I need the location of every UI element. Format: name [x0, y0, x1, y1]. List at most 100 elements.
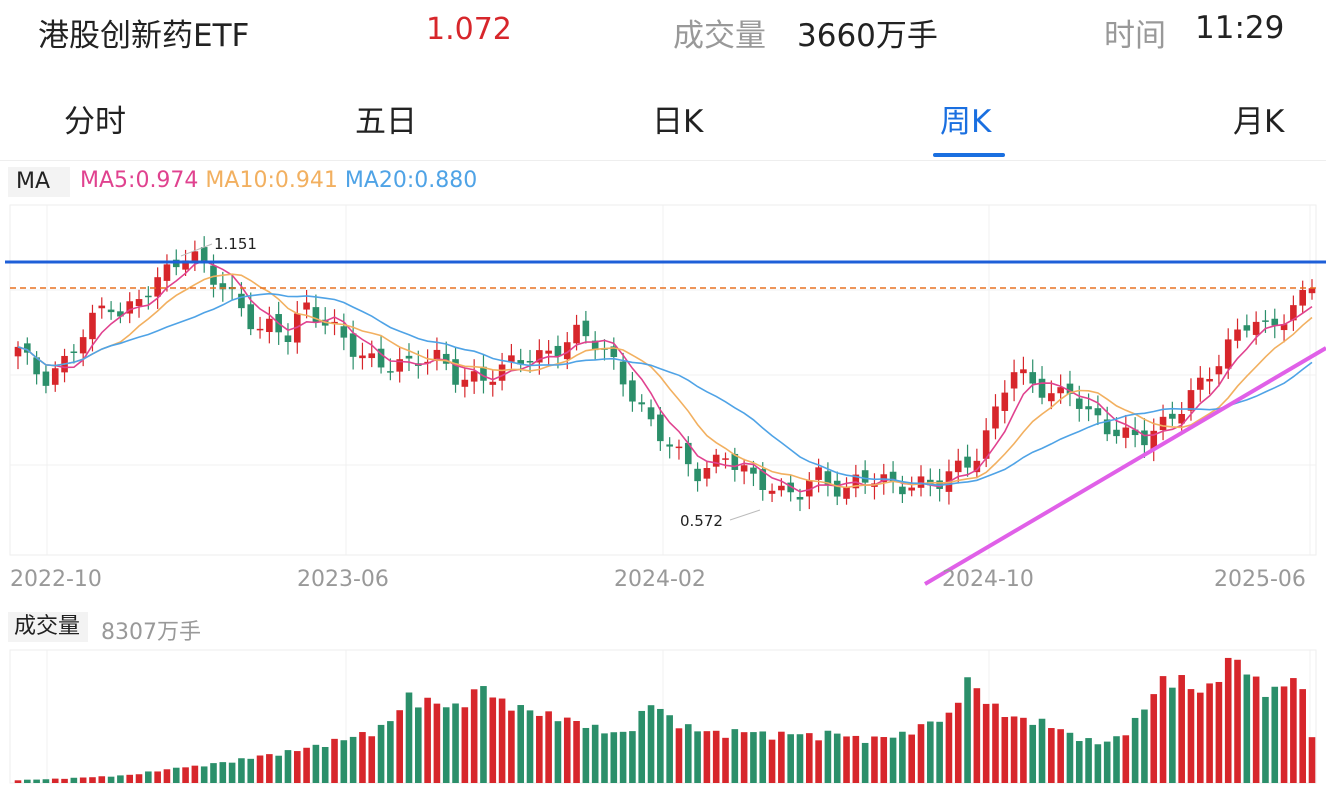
volume-bar [815, 740, 822, 783]
candle-body [359, 355, 366, 359]
volume-bar [871, 736, 878, 783]
candle-body [1206, 378, 1213, 382]
tab-monthly-k[interactable]: 月K [1233, 104, 1285, 140]
volume-bar [377, 724, 385, 783]
candle-body [973, 460, 981, 473]
volume-bar [1150, 694, 1158, 783]
volume-bar [424, 697, 431, 783]
volume-bar [703, 731, 711, 783]
candle-body [712, 454, 720, 467]
candle-body [79, 337, 87, 354]
candle-body [843, 486, 850, 499]
candle-body [1299, 289, 1306, 306]
volume-bar [1308, 737, 1316, 783]
levels [5, 260, 1326, 586]
candle-body [387, 371, 394, 373]
tab-five-day[interactable]: 五日 [355, 104, 417, 140]
volume-bar [405, 692, 413, 783]
volume-label: 成交量 [673, 18, 766, 54]
volume-bar [145, 771, 152, 783]
volume-bar [954, 702, 962, 783]
candle-body [247, 304, 255, 330]
candle-body [666, 444, 673, 447]
volume-bar [610, 732, 618, 783]
volume-bar [880, 737, 888, 783]
candle-body [1169, 413, 1176, 419]
volume-bar [750, 732, 757, 783]
candle-body [349, 333, 357, 357]
candle-body [210, 265, 217, 285]
volume-bar [536, 715, 543, 783]
candle-body [992, 406, 999, 429]
candle-body [117, 311, 124, 317]
volume-bar [1252, 676, 1260, 783]
candle-body [1010, 372, 1018, 389]
volume-bar [982, 703, 990, 783]
volume-bar [666, 715, 673, 783]
volume-bar [824, 730, 832, 783]
high-annotation-leader [180, 243, 213, 257]
volume-bar [359, 732, 366, 783]
tab-daily-k[interactable]: 日K [652, 104, 704, 140]
candle-body [163, 264, 171, 281]
candles [14, 236, 1316, 512]
volume-bar [154, 771, 161, 783]
volume-bar [275, 755, 282, 783]
candle-body [833, 480, 841, 497]
high-annotation: 1.151 [214, 235, 257, 253]
candle-body [1243, 325, 1251, 331]
volume-bar [1234, 659, 1241, 783]
volume-bar [563, 717, 571, 783]
volume-bar [312, 744, 320, 783]
volume-bar [452, 703, 459, 783]
candle-body [1103, 419, 1111, 435]
candle-body [982, 430, 990, 459]
candle-body [368, 353, 376, 359]
volume-bar [1113, 736, 1120, 783]
candle-body [619, 361, 627, 385]
candle-body [1075, 398, 1083, 409]
volume-bar [107, 776, 115, 783]
volume-bar [79, 777, 87, 783]
volume-bar [1299, 689, 1306, 783]
candle-body [1215, 366, 1223, 375]
volume-bar [396, 710, 403, 783]
volume-bar [601, 733, 608, 783]
candle-body [480, 366, 487, 381]
candle-body [340, 326, 348, 338]
volume-bar [42, 779, 50, 783]
candle-body [582, 320, 590, 337]
volume-bar [256, 755, 264, 783]
ma-selector[interactable]: MA [8, 167, 70, 197]
volume-bar [722, 737, 729, 783]
volume-bar [442, 707, 450, 783]
quote-header: 港股创新药ETF 1.072 成交量 3660万手 时间 11:29 [0, 0, 1326, 62]
volume-bar [293, 751, 301, 783]
candle-body [266, 318, 273, 333]
volume-bar [1224, 657, 1232, 783]
volume-bar [1057, 729, 1064, 783]
volume-selector[interactable]: 成交量 [8, 612, 88, 642]
volume-bar [927, 721, 934, 783]
candle-body [14, 346, 22, 357]
volume-bar [964, 677, 971, 783]
low-annotation: 0.572 [680, 512, 723, 530]
volume-bar [936, 721, 943, 783]
volume-bar [1038, 718, 1046, 783]
tab-intraday[interactable]: 分时 [64, 104, 126, 140]
candle-body [433, 349, 441, 362]
volume-bar [712, 730, 720, 783]
tab-weekly-k[interactable]: 周K [940, 104, 992, 140]
volume-bar [545, 711, 552, 783]
volume-bar [461, 707, 469, 783]
volume-bar [1196, 692, 1204, 783]
volume-bar [582, 727, 590, 783]
active-tab-indicator [933, 153, 1005, 157]
candle-body [219, 283, 227, 290]
candle-body [256, 328, 264, 331]
candle-body [238, 293, 245, 309]
ma20-legend: MA20:0.880 [344, 168, 478, 193]
volume-bar [433, 703, 441, 783]
candle-body [1178, 413, 1185, 424]
